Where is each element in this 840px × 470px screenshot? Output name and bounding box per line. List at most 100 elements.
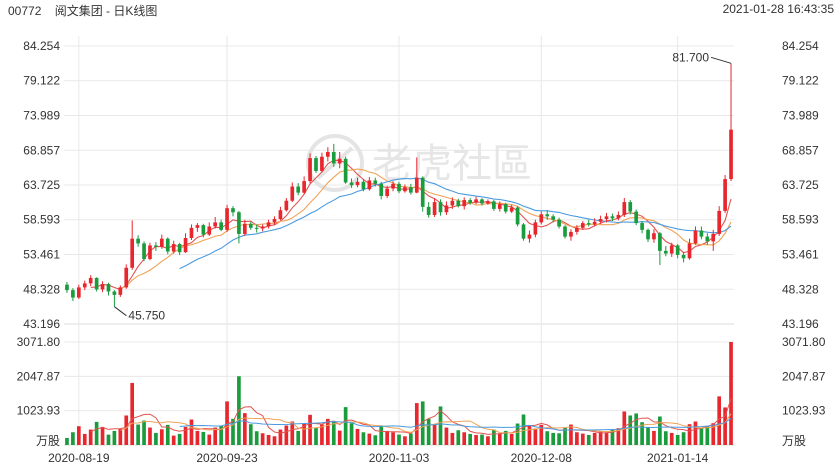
volume-bar bbox=[681, 432, 686, 445]
volume-bar bbox=[444, 427, 449, 445]
volume-bar bbox=[604, 432, 609, 445]
candle-body bbox=[266, 222, 271, 227]
date-label: 2020-11-03 bbox=[369, 451, 430, 465]
candle-body bbox=[302, 181, 306, 193]
candle-body bbox=[444, 205, 449, 213]
volume-bar bbox=[403, 436, 407, 445]
candle-body bbox=[260, 226, 265, 229]
volume-bar bbox=[486, 436, 490, 445]
ma20-line bbox=[179, 177, 732, 270]
candle-body bbox=[503, 204, 508, 212]
candle-body bbox=[616, 214, 621, 219]
volume-tick-left: 3071.80 bbox=[17, 335, 61, 349]
candle-body bbox=[290, 186, 295, 201]
volume-bar bbox=[634, 413, 639, 445]
candle-body bbox=[243, 223, 247, 234]
volume-bar bbox=[397, 434, 401, 445]
price-tick-left: 73.989 bbox=[23, 109, 60, 123]
price-tick-right: 79.122 bbox=[782, 74, 819, 88]
chart-datetime: 2021-01-28 16:43:35 bbox=[722, 2, 834, 16]
candle-body bbox=[201, 225, 206, 235]
price-tick-left: 79.122 bbox=[23, 74, 60, 88]
candle-body bbox=[622, 202, 627, 215]
volume-bar bbox=[195, 430, 200, 445]
price-tick-right: 73.989 bbox=[782, 109, 819, 123]
candle-body bbox=[100, 284, 105, 290]
candle-body bbox=[658, 233, 662, 251]
candle-body bbox=[539, 214, 544, 223]
price-tick-left: 48.328 bbox=[23, 282, 60, 296]
candle-body bbox=[569, 231, 573, 237]
candle-body bbox=[148, 245, 152, 259]
volume-bar bbox=[474, 434, 478, 445]
candle-body bbox=[296, 186, 301, 193]
volume-bar bbox=[616, 428, 621, 445]
candle-body bbox=[563, 226, 567, 237]
candle-body bbox=[717, 210, 722, 234]
candle-body bbox=[438, 202, 443, 213]
volume-bar bbox=[557, 433, 561, 445]
candle-body bbox=[130, 238, 135, 268]
candle-body bbox=[195, 225, 200, 228]
candle-body bbox=[367, 180, 372, 190]
volume-tick-right: 1023.93 bbox=[782, 404, 826, 418]
candle-body bbox=[610, 216, 615, 219]
candle-body bbox=[551, 216, 555, 220]
candle-body bbox=[88, 277, 93, 284]
candle-body bbox=[320, 156, 324, 171]
candle-body bbox=[681, 254, 686, 259]
candle-body bbox=[634, 211, 639, 224]
candle-body bbox=[687, 243, 692, 259]
candle-body bbox=[177, 244, 182, 253]
volume-bar bbox=[675, 434, 680, 445]
candle-body bbox=[397, 183, 401, 192]
candle-body bbox=[575, 227, 579, 232]
volume-bar bbox=[497, 433, 502, 445]
candle-body bbox=[729, 129, 733, 180]
candle-body bbox=[545, 214, 550, 217]
volume-tick-left: 2047.87 bbox=[17, 369, 61, 383]
volume-bar bbox=[658, 416, 662, 445]
price-tick-left: 58.593 bbox=[23, 213, 60, 227]
candle-body bbox=[165, 238, 170, 252]
candle-body bbox=[118, 287, 123, 295]
volume-bar bbox=[112, 430, 117, 445]
price-tick-left: 43.196 bbox=[23, 317, 60, 331]
candle-body bbox=[450, 200, 455, 206]
volume-bar bbox=[521, 414, 526, 445]
volume-bar bbox=[628, 415, 633, 445]
candle-body bbox=[106, 284, 111, 292]
volume-bar bbox=[165, 424, 170, 445]
price-tick-right: 58.593 bbox=[782, 213, 819, 227]
candle-body bbox=[391, 183, 395, 189]
candle-body bbox=[254, 227, 259, 229]
volume-bar bbox=[723, 407, 727, 445]
price-tick-right: 68.857 bbox=[782, 143, 819, 157]
grid bbox=[64, 36, 734, 446]
candle-body bbox=[486, 201, 490, 204]
candle-body bbox=[592, 221, 597, 225]
candle-body bbox=[272, 219, 277, 223]
candle-body bbox=[207, 226, 212, 235]
price-tick-left: 68.857 bbox=[23, 143, 60, 157]
volume-bar bbox=[94, 421, 99, 445]
candle-body bbox=[420, 177, 425, 207]
date-label: 2020-09-23 bbox=[196, 451, 258, 465]
candle-body bbox=[409, 187, 413, 193]
volume-bar bbox=[367, 433, 372, 445]
candle-body bbox=[142, 243, 146, 259]
volume-bars bbox=[65, 342, 733, 445]
candle-body bbox=[314, 158, 318, 171]
volume-bar bbox=[355, 428, 360, 445]
candle-body bbox=[705, 236, 710, 242]
volume-bar bbox=[136, 424, 140, 445]
volume-bar bbox=[545, 431, 550, 445]
volume-bar bbox=[705, 425, 710, 445]
volume-tick-left: 1023.93 bbox=[17, 404, 61, 418]
volume-bar bbox=[159, 429, 164, 445]
volume-bar bbox=[314, 427, 318, 445]
volume-bar bbox=[563, 427, 567, 445]
candle-body bbox=[640, 223, 644, 230]
candle-body bbox=[509, 207, 514, 212]
volume-bar bbox=[462, 432, 467, 445]
